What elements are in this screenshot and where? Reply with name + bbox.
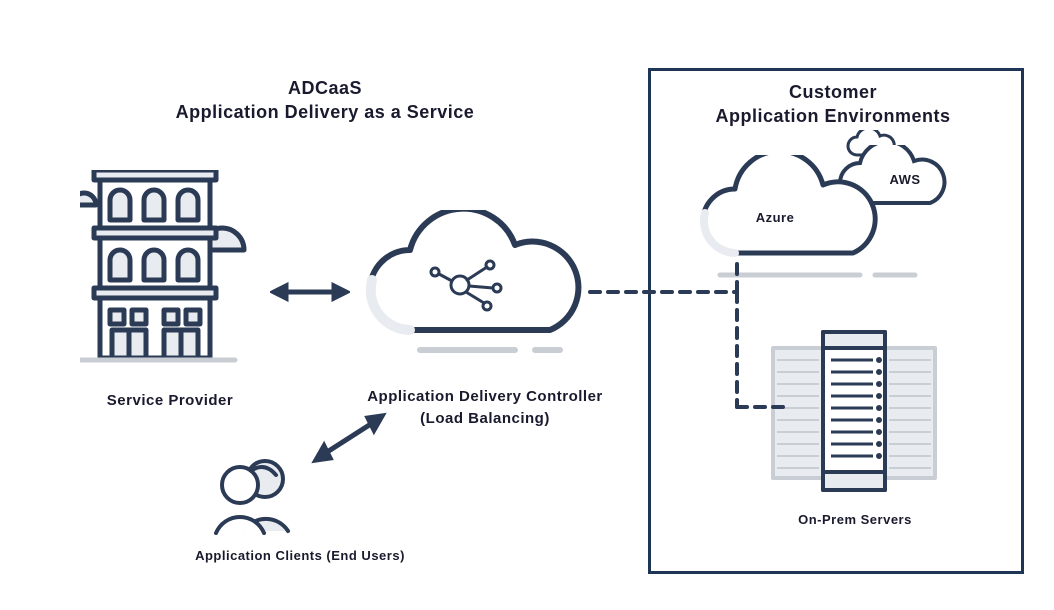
diagram-title-line1: ADCaaS: [155, 78, 495, 99]
people-icon: [210, 455, 300, 535]
arrow-adc-clients-icon: [310, 408, 390, 468]
adc-cloud-icon: [365, 210, 595, 370]
customer-box-title-line2: Application Environments: [648, 106, 1018, 127]
dashed-connector-icon: [582, 252, 1002, 512]
diagram-title-line2: Application Delivery as a Service: [155, 102, 495, 123]
clients-label: Application Clients (End Users): [160, 548, 440, 563]
service-provider-label: Service Provider: [60, 392, 280, 409]
building-icon: [80, 170, 250, 370]
onprem-label: On-Prem Servers: [740, 512, 970, 527]
arrow-sp-adc-icon: [270, 282, 350, 302]
customer-box-title-line1: Customer: [648, 82, 1018, 103]
azure-cloud-label: Azure: [745, 210, 805, 225]
